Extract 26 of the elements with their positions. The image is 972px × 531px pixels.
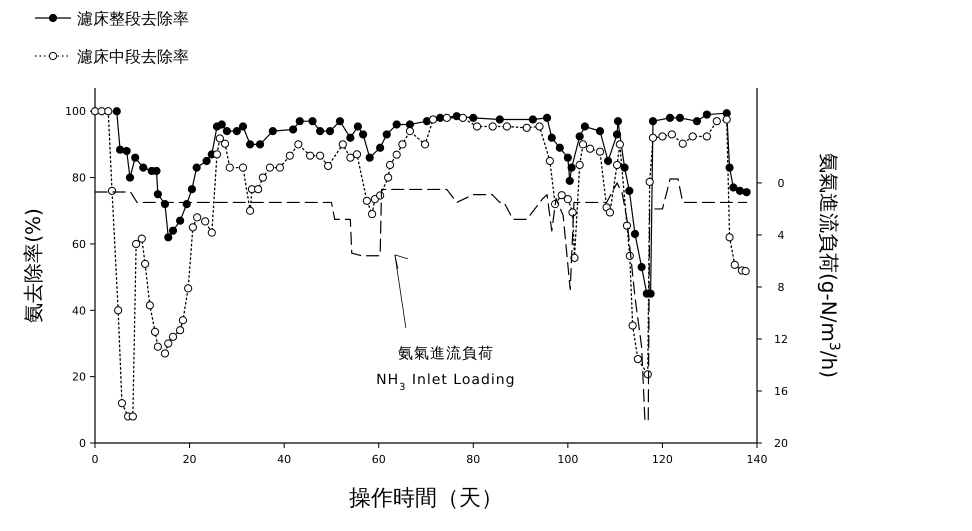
y2-tick-label: 20 [774, 437, 788, 450]
y-axis-title: 氨去除率(%) [21, 208, 45, 323]
y-tick-label: 60 [72, 238, 86, 251]
y2-tick-label: 4 [778, 228, 784, 242]
x-axis-title: 操作時間（天） [349, 486, 503, 511]
y-tick-label: 80 [72, 172, 86, 185]
y-tick-label: 100 [65, 105, 86, 118]
x-tick-label: 0 [92, 453, 98, 466]
legend-label: 濾床中段去除率 [77, 47, 189, 66]
y-tick-label: 0 [79, 437, 86, 450]
annotation: 氨氣進流負荷 [398, 344, 494, 362]
x-tick-label: 60 [372, 453, 386, 466]
y-tick-label: 40 [72, 304, 86, 318]
y2-tick-label: 12 [774, 332, 788, 346]
x-tick-label: 40 [277, 453, 292, 466]
x-tick-label: 140 [746, 453, 768, 466]
x-tick-label: 80 [466, 453, 480, 466]
x-tick-label: 100 [557, 453, 578, 466]
annotation: NH$_{3}$ Inlet Loading [376, 372, 516, 392]
x-tick-label: 120 [652, 453, 673, 466]
legend-label: 濾床整段去除率 [77, 9, 189, 28]
y2-tick-label: 0 [778, 176, 784, 190]
y2-tick-label: 16 [774, 384, 788, 398]
y-tick-label: 20 [72, 370, 86, 384]
y2-tick-label: 8 [778, 280, 784, 294]
x-tick-label: 20 [182, 453, 197, 466]
